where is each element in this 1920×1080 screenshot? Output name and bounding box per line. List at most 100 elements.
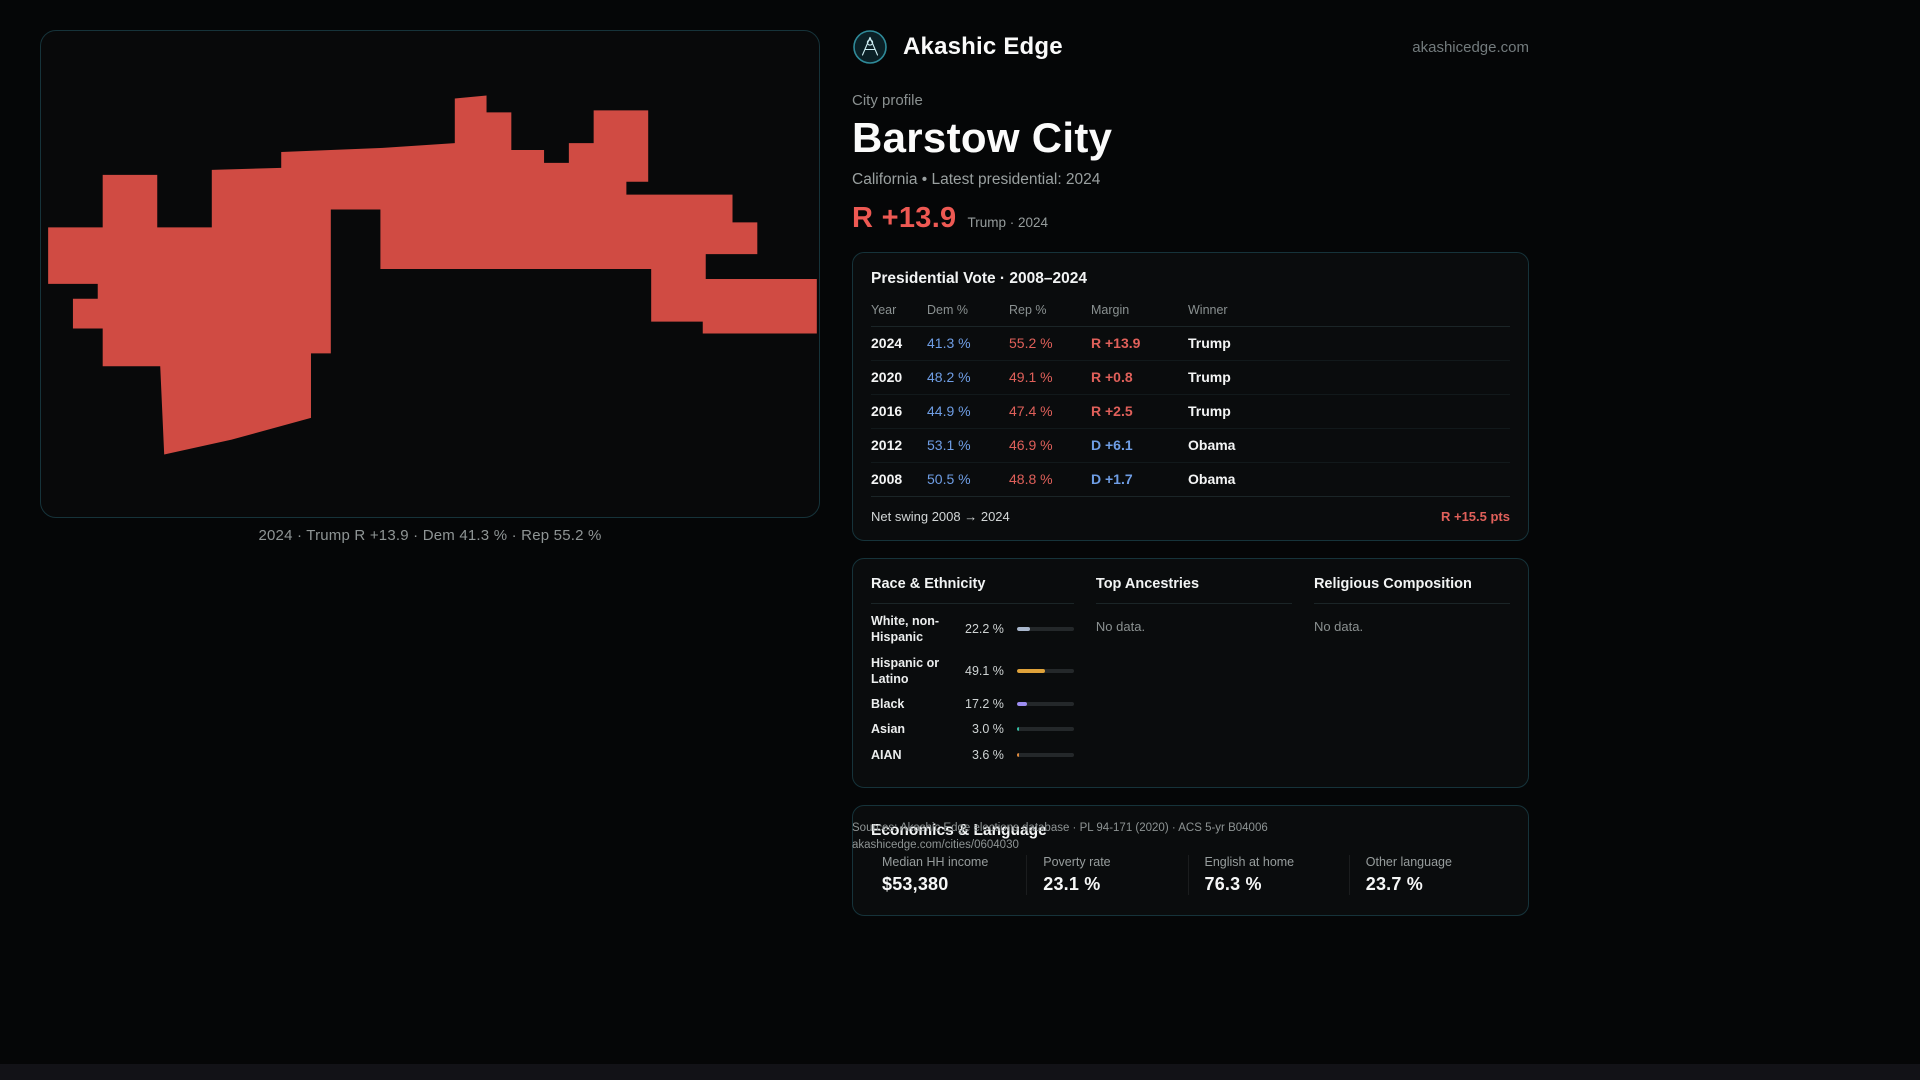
- vote-table-body: 2024 41.3 % 55.2 % R +13.9 Trump 2020 48.2 % 49…: [871, 326, 1510, 497]
- race-bar-fill: [1016, 668, 1045, 673]
- winner-cell: Trump: [1188, 360, 1510, 395]
- economics-card: Economics & Language Median HH income $53…: [852, 804, 1529, 916]
- akashic-edge-emblem-icon: [852, 29, 888, 65]
- presidential-vote-card: Presidential Vote · 2008–2024 Year Dem % R…: [852, 252, 1529, 541]
- vote-col-margin: Margin: [1091, 293, 1188, 327]
- year-cell: 2008: [871, 471, 903, 487]
- vote-row-2008: 2008 50.5 % 48.8 % D +1.7 Obama: [871, 463, 1510, 497]
- race-bar: [1016, 727, 1074, 732]
- page-eyebrow: City profile: [852, 92, 923, 109]
- vote-col-winner: Winner: [1188, 293, 1510, 327]
- rep-pct-cell: 55.2 %: [1009, 326, 1091, 361]
- margin-cell: R +0.8: [1091, 360, 1188, 395]
- winner-cell: Trump: [1188, 326, 1510, 361]
- race-value: 3.0 %: [971, 722, 1004, 737]
- headline-note: Trump · 2024: [967, 215, 1049, 230]
- dem-pct-cell: 53.1 %: [927, 428, 1009, 463]
- race-row: Black 17.2 %: [871, 696, 1074, 712]
- vote-row-2012: 2012 53.1 % 46.9 % D +6.1 Obama: [871, 428, 1510, 463]
- stat-value: 23.1 %: [1043, 873, 1101, 894]
- dem-pct-cell: 50.5 %: [927, 471, 971, 487]
- city-subtitle: California • Latest presidential: 2024: [852, 171, 1101, 188]
- econ-stat: Poverty rate 23.1 %: [1026, 854, 1187, 895]
- race-bar-fill: [1016, 727, 1019, 732]
- race-rows: White, non-Hispanic 22.2 % Hispanic or Lat…: [871, 613, 1074, 763]
- winner-cell: Obama: [1188, 471, 1236, 487]
- stat-value: $53,380: [882, 873, 949, 894]
- net-swing-value: R +15.5 pts: [1440, 509, 1510, 524]
- race-value: 49.1 %: [965, 663, 1004, 678]
- year-cell: 2012: [871, 428, 927, 463]
- econ-stat: Other language 23.7 %: [1348, 854, 1510, 895]
- stat-label: English at home: [1204, 854, 1295, 869]
- dem-pct-cell: 41.3 %: [927, 326, 1009, 361]
- sources-line: Sources: Akashic Edge elections database…: [852, 822, 1268, 834]
- map-caption: 2024 · Trump R +13.9 · Dem 41.3 % · Rep …: [258, 527, 602, 544]
- rep-pct-cell: 46.9 %: [1009, 428, 1091, 463]
- race-row: AIAN 3.6 %: [871, 747, 1074, 763]
- econ-stat: English at home 76.3 %: [1187, 854, 1349, 895]
- race-bar: [1016, 752, 1074, 757]
- race-bar-fill: [1016, 752, 1019, 757]
- race-label: AIAN: [871, 747, 902, 762]
- race-bar-fill: [1016, 627, 1030, 632]
- dem-pct-cell: 48.2 %: [927, 360, 1009, 395]
- ancestries-no-data: No data.: [1095, 619, 1146, 634]
- permalink-link[interactable]: akashicedge.com/cities/0604030: [852, 839, 1019, 852]
- religious-composition-section: Religious Composition No data.: [1313, 576, 1510, 763]
- race-ethnicity-section: Race & Ethnicity White, non-Hispanic 22.2…: [871, 576, 1074, 763]
- rep-pct-cell: 49.1 %: [1009, 360, 1091, 395]
- vote-table: Year Dem % Rep % Margin Winner 2024 41.3 % 55.…: [871, 293, 1510, 496]
- vote-row-2020: 2020 48.2 % 49.1 % R +0.8 Trump: [871, 360, 1510, 395]
- race-label: Hispanic or Latino: [871, 655, 940, 686]
- net-swing-row: Net swing 2008 → 2024 R +15.5 pts: [871, 496, 1510, 528]
- margin-cell: D +6.1: [1091, 428, 1188, 463]
- race-label: Black: [871, 697, 905, 711]
- stat-value: 23.7 %: [1365, 873, 1423, 894]
- top-ancestries-title: Top Ancestries: [1095, 576, 1292, 604]
- religious-composition-title: Religious Composition: [1313, 576, 1510, 604]
- stat-label: Median HH income: [882, 854, 989, 869]
- race-bar: [1016, 702, 1074, 707]
- top-ancestries-section: Top Ancestries No data.: [1095, 576, 1292, 763]
- econ-stat: Median HH income $53,380: [871, 855, 1026, 895]
- race-row: Asian 3.0 %: [871, 721, 1074, 737]
- religion-no-data: No data.: [1313, 619, 1364, 634]
- city-title: Barstow City: [852, 114, 1113, 161]
- winner-cell: Obama: [1188, 428, 1510, 463]
- race-value: 3.6 %: [971, 747, 1004, 762]
- race-label: Asian: [871, 722, 906, 737]
- rep-pct-cell: 47.4 %: [1009, 394, 1091, 429]
- vote-card-title: Presidential Vote · 2008–2024: [871, 270, 1087, 287]
- race-bar: [1016, 627, 1074, 632]
- vote-row-2024: 2024 41.3 % 55.2 % R +13.9 Trump: [871, 326, 1510, 361]
- vote-row-2016: 2016 44.9 % 47.4 % R +2.5 Trump: [871, 394, 1510, 429]
- margin-cell: R +13.9: [1091, 326, 1188, 361]
- header: Akashic Edge akashicedge.com: [852, 0, 1529, 65]
- race-row: Hispanic or Latino 49.1 %: [871, 655, 1074, 688]
- city-map-card: [40, 30, 820, 518]
- year-cell: 2024: [871, 326, 927, 361]
- site-domain-link[interactable]: akashicedge.com: [1412, 38, 1529, 56]
- stat-label: Other language: [1365, 854, 1452, 869]
- net-swing-label: Net swing 2008 → 2024: [871, 509, 1010, 524]
- race-value: 22.2 %: [965, 622, 1004, 637]
- vote-col-dem: Dem %: [927, 293, 1009, 327]
- sources-footer: Sources: Akashic Edge elections database…: [852, 820, 1268, 855]
- race-label: White, non-Hispanic: [871, 614, 940, 645]
- margin-cell: D +1.7: [1091, 471, 1133, 487]
- demographics-card: Race & Ethnicity White, non-Hispanic 22.2…: [852, 558, 1529, 788]
- race-bar: [1016, 668, 1074, 673]
- headline-margin: R +13.9: [852, 202, 957, 234]
- margin-cell: R +2.5: [1091, 394, 1188, 429]
- vote-col-rep: Rep %: [1009, 293, 1091, 327]
- profile-panel: Akashic Edge akashicedge.com City profil…: [852, 0, 1529, 916]
- race-bar-fill: [1016, 702, 1027, 707]
- economics-card-title: Economics & Language: [871, 821, 1047, 839]
- rep-pct-cell: 48.8 %: [1009, 471, 1053, 487]
- race-ethnicity-title: Race & Ethnicity: [871, 576, 1074, 604]
- race-value: 17.2 %: [965, 697, 1004, 712]
- stat-label: Poverty rate: [1043, 854, 1111, 869]
- vote-table-header-row: Year Dem % Rep % Margin Winner: [871, 293, 1510, 327]
